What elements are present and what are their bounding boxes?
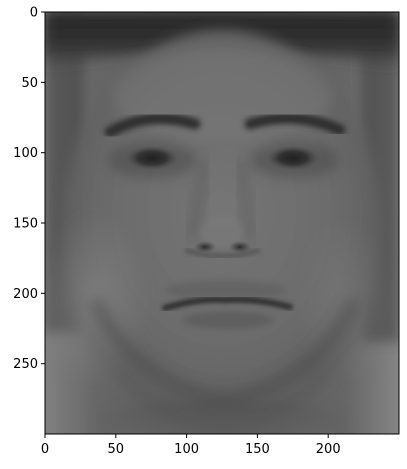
y-tick-label: 150: [13, 217, 38, 232]
x-axis: 0 50 100 150 200: [41, 434, 341, 457]
y-tick-label: 0: [30, 6, 38, 21]
x-tick-label: 0: [41, 442, 49, 457]
x-tick-label: 100: [174, 442, 199, 457]
x-tick-label: 200: [316, 442, 341, 457]
face-image: [45, 12, 399, 434]
y-axis: 0 50 100 150 200 250: [13, 6, 45, 372]
y-tick-label: 100: [13, 146, 38, 161]
y-tick-label: 50: [21, 76, 38, 91]
x-tick-label: 50: [108, 442, 125, 457]
y-tick-label: 250: [13, 357, 38, 372]
x-tick-label: 150: [245, 442, 270, 457]
y-tick-label: 200: [13, 287, 38, 302]
